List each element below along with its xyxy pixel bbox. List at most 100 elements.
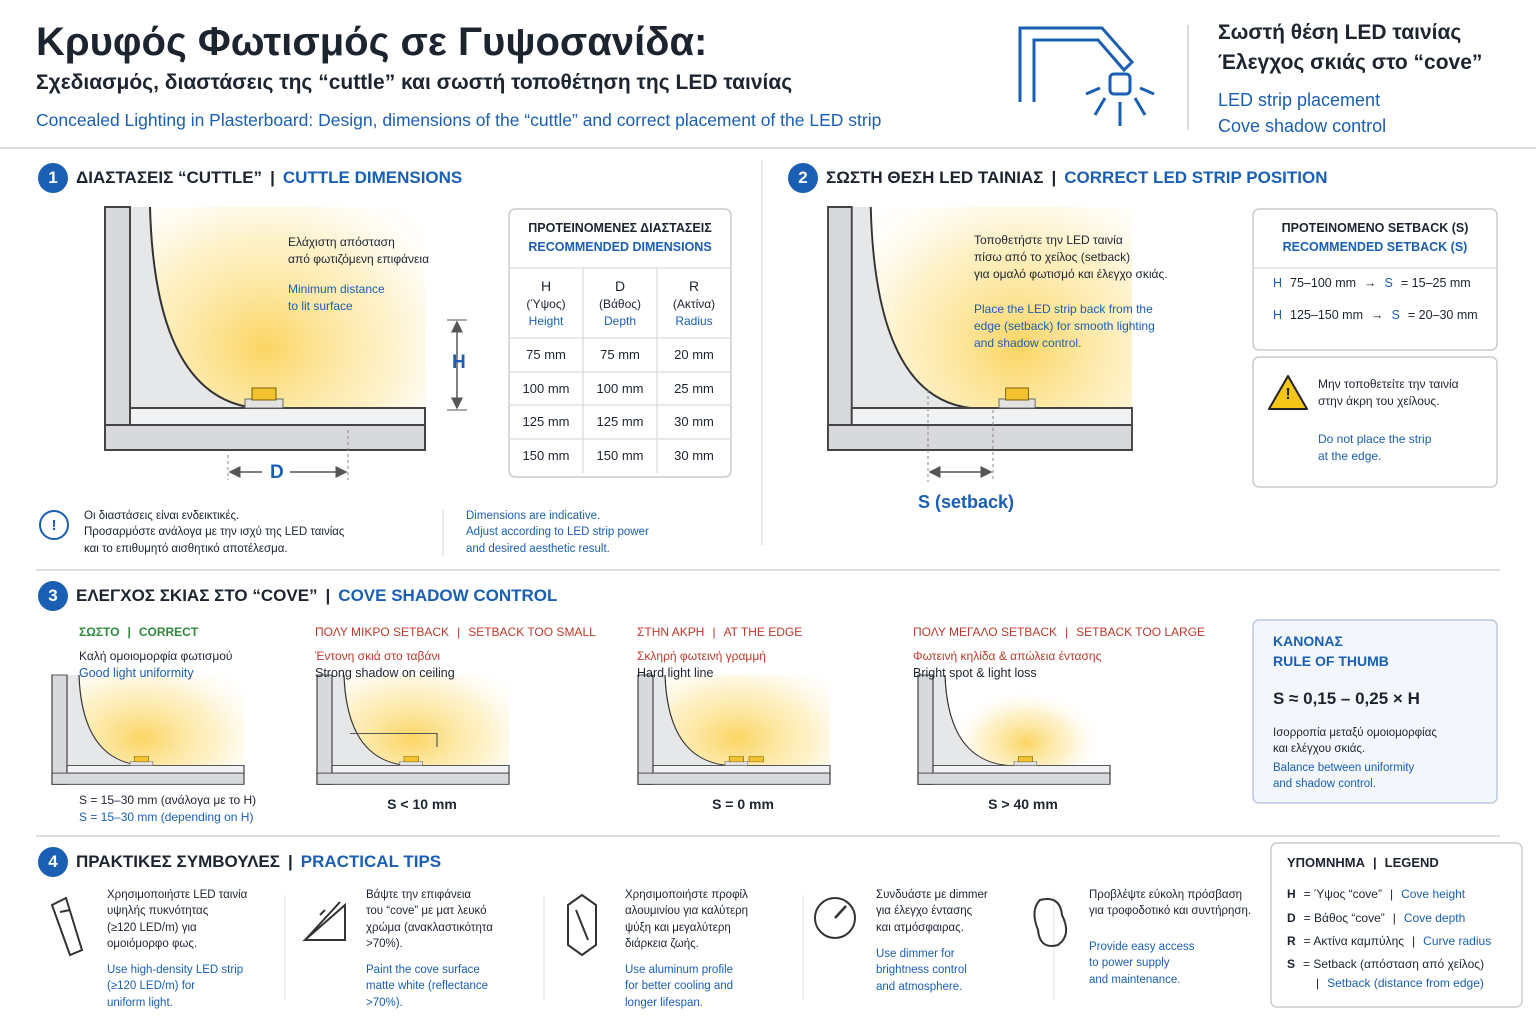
note: Ελάχιστη απόσταση από φωτιζόμενη επιφάνε… [288,235,430,267]
column-label: (Βάθος) [598,297,642,311]
table-title-en: RECOMMENDED DIMENSIONS [528,240,712,254]
cove-diagram [637,674,831,785]
rule-line [1085,86,1101,96]
lip [129,407,426,426]
legend-item: H = Ύψος “cove” | Cove height [1287,887,1465,901]
section-number: 2 [788,163,818,193]
setback-box [1252,208,1498,351]
section-title-en: PRACTICAL TIPS [300,852,442,871]
column-label-en: Radius [675,314,713,328]
legend-text: = Setback (απόσταση από χείλος) [1303,957,1485,971]
wall [637,674,654,785]
box-title-en: RECOMMENDED SETBACK (S) [1282,240,1468,254]
legend-item: R = Ακτίνα καμπύλης | Curve radius [1287,934,1491,948]
rule-line [1133,97,1147,116]
slab [316,772,510,785]
legend-key: R [1287,934,1296,948]
case-desc-en: Hard light line [637,666,714,680]
wall [316,674,333,785]
tip: Χρησιμοποιήστε προφίλ αλουμινίου για καλ… [625,889,749,950]
column-key: D [614,278,626,294]
info-mark: ! [51,517,57,534]
led-chip [251,387,277,401]
section-number: 1 [38,163,68,193]
lamp-icon [1018,26,1135,102]
case-heading-en: AT THE EDGE [723,625,803,639]
cove-surface [653,675,728,766]
tip: Βάψτε την επιφάνεια του “cove” με ματ λε… [366,889,493,950]
lip [331,765,510,774]
setback-value: = 15–25 mm [1400,276,1471,290]
led-chip [1005,387,1029,401]
rule-formula: S ≈ 0,15 – 0,25 × H [1273,689,1420,708]
lip [850,407,1133,426]
section-number: 3 [38,581,68,611]
light-glow [948,688,1104,766]
table-cell: 75 mm [526,347,566,362]
case-header: ΠΟΛΥ ΜΕΓΑΛΟ SETBACK | SETBACK TOO LARGE [913,625,1205,639]
tip-en: Provide easy access to power supply and … [1089,941,1195,986]
rule-box [1252,619,1498,804]
separator: | [325,586,331,605]
cove-curve [343,674,408,766]
instruction: Τοποθετήστε την LED ταινία πίσω από το χ… [974,233,1168,282]
separator: | [457,625,461,639]
case-desc-en: Good light uniformity [79,666,194,680]
tip-icon [567,893,597,957]
separator: | [1316,976,1320,990]
separator: | [712,625,716,639]
case-desc: Σκληρή φωτεινή γραμμή [637,649,766,663]
separator: | [127,625,131,639]
setback-row: H 75–100 mm → S = 15–25 mm [1273,276,1471,290]
legend-key: S [1287,957,1296,971]
info-note: Οι διαστάσεις είναι ενδεικτικές. Προσαρμ… [84,510,345,555]
cove-surface [851,207,971,408]
table-box [508,208,732,478]
cove-surface [933,675,1008,766]
wall [827,206,853,451]
legend-text-en: Setback (distance from edge) [1327,976,1484,990]
case-result-en: S = 15–30 mm (depending on H) [79,810,254,824]
tip-en: Paint the cove surface matte white (refl… [366,964,489,1009]
light-glow [653,675,831,766]
instruction-en: Place the LED strip back from the edge (… [974,302,1155,351]
light-glow [332,675,510,766]
case-result: S = 15–30 mm (ανάλογα με το H) [79,793,257,807]
case-header: ΣΩΣΤΟ | CORRECT [79,625,198,639]
warning-icon [1268,375,1308,410]
title: Κρυφός Φωτισμός σε Γυψοσανίδα: [36,20,708,64]
lip [66,765,245,774]
column-label: (Ύψος) [526,297,566,311]
separator: | [287,852,293,871]
legend-item: D = Βάθος “cove” | Cove depth [1287,911,1465,925]
table-cell: 100 mm [596,380,644,396]
range: 75–100 mm [1290,276,1357,290]
legend-item: | Setback (distance from edge) [1316,976,1484,990]
tip-icon [834,905,847,919]
key: S [1384,276,1393,290]
section-title: ΠΡΑΚΤΙΚΕΣ ΣΥΜΒΟΥΛΕΣ [76,852,280,871]
section-title-en: CORRECT LED STRIP POSITION [1064,168,1328,187]
legend-text-en: Curve radius [1423,934,1492,948]
dimension-label: H [452,352,466,373]
section-title: ΔΙΑΣΤΑΣΕΙΣ “CUTTLE” [76,168,263,187]
key: S [1391,308,1400,322]
case-heading: ΣΩΣΤΟ [79,625,120,639]
cove-diagram [917,674,1111,785]
tip-en: Use aluminum profile for better cooling … [625,964,734,1009]
separator: | [1389,887,1394,901]
slab [917,772,1111,785]
warning-mark: ! [1285,386,1291,403]
wall [51,674,68,785]
case-heading-en: CORRECT [138,625,199,639]
legend-item: S = Setback (απόσταση από χείλος) [1287,957,1484,971]
tip-en: Use high-density LED strip (≥120 LED/m) … [107,964,244,1009]
box-title: ΠΡΟΤΕΙΝΟΜΕΝΟ SETBACK (S) [1281,221,1469,235]
legend-text: = Ύψος “cove” [1303,887,1382,901]
tip-icon [302,901,346,941]
setback-value: = 20–30 mm [1407,308,1478,322]
column-key: H [540,278,552,294]
side-title-en: LED strip placement Cove shadow control [1218,90,1387,136]
slab [827,424,1133,451]
